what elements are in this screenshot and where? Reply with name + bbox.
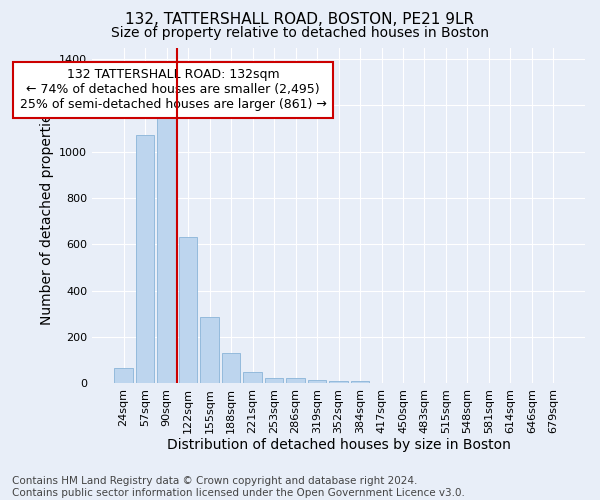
Text: 132, TATTERSHALL ROAD, BOSTON, PE21 9LR: 132, TATTERSHALL ROAD, BOSTON, PE21 9LR [125, 12, 475, 28]
Y-axis label: Number of detached properties: Number of detached properties [40, 106, 53, 324]
Bar [244, 372, 262, 383]
Bar [222, 353, 240, 383]
Bar [157, 116, 176, 383]
Bar [265, 378, 283, 383]
Bar [115, 368, 133, 383]
Text: 132 TATTERSHALL ROAD: 132sqm
← 74% of detached houses are smaller (2,495)
25% of: 132 TATTERSHALL ROAD: 132sqm ← 74% of de… [20, 68, 326, 112]
Bar [286, 378, 305, 383]
Text: Contains HM Land Registry data © Crown copyright and database right 2024.
Contai: Contains HM Land Registry data © Crown c… [12, 476, 465, 498]
Bar [329, 381, 347, 383]
Bar [308, 380, 326, 383]
Text: Size of property relative to detached houses in Boston: Size of property relative to detached ho… [111, 26, 489, 40]
Bar [200, 317, 219, 383]
Bar [136, 136, 154, 383]
X-axis label: Distribution of detached houses by size in Boston: Distribution of detached houses by size … [167, 438, 511, 452]
Bar [179, 238, 197, 383]
Bar [351, 381, 369, 383]
